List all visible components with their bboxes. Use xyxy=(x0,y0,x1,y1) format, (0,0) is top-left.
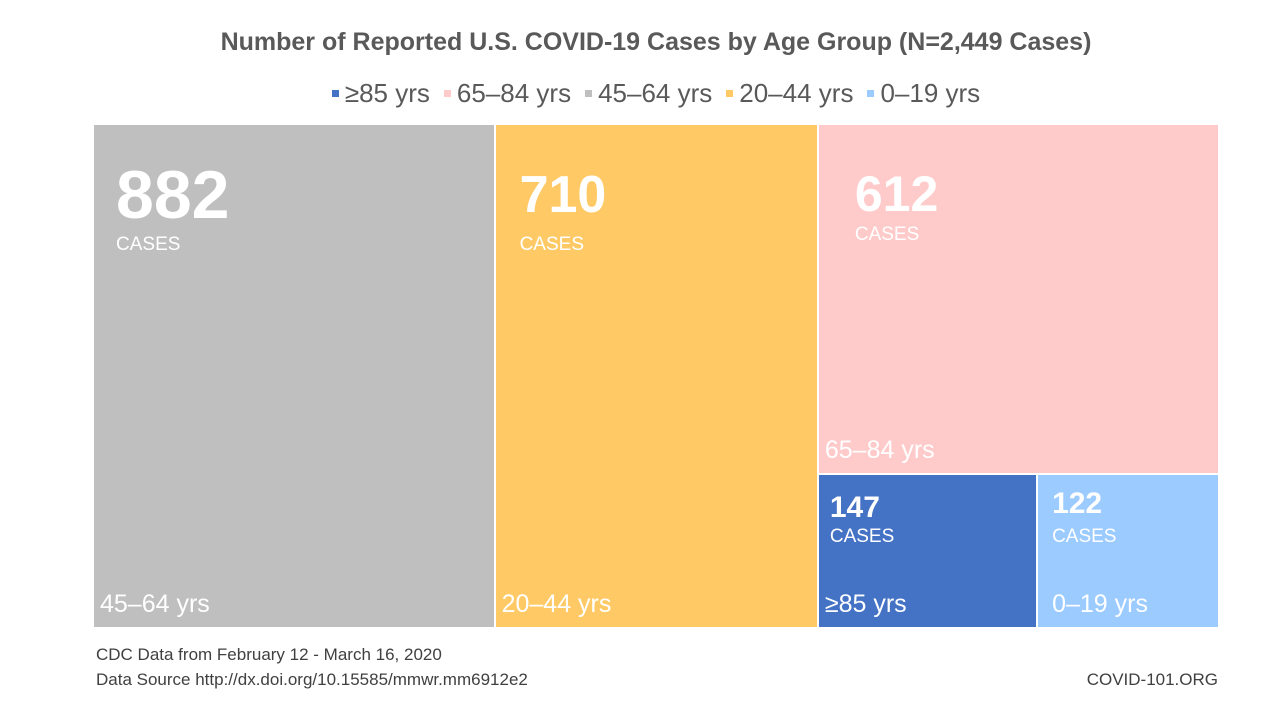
legend-label: 65–84 yrs xyxy=(456,78,572,108)
legend-label: ≥85 yrs xyxy=(344,78,430,108)
tile-value: 710 xyxy=(519,166,607,224)
tile-unit-label: CASES xyxy=(519,234,584,255)
treemap: 882 CASES 45–64 yrs 710 CASES 20–44 yrs … xyxy=(93,124,1219,628)
legend-swatch xyxy=(443,90,451,97)
tile-20-44: 710 CASES 20–44 yrs xyxy=(494,124,818,628)
tile-unit-label: CASES xyxy=(829,526,895,548)
legend-swatch xyxy=(726,90,734,97)
legend-swatch xyxy=(867,90,875,97)
legend-swatch xyxy=(331,90,339,97)
tile-0-19: 122 CASES 0–19 yrs xyxy=(1037,474,1219,628)
tile-unit-label: CASES xyxy=(854,224,920,245)
tile-group-label: 45–64 yrs xyxy=(100,590,210,618)
tile-group-label: 20–44 yrs xyxy=(501,590,612,618)
legend-swatch xyxy=(585,90,593,97)
tile-65-84: 612 CASES 65–84 yrs xyxy=(817,124,1219,475)
tile-group-label: 0–19 yrs xyxy=(1052,589,1148,618)
tile-85-plus: 147 CASES ≥85 yrs xyxy=(817,474,1038,628)
legend-item-0-19: 0–19 yrs xyxy=(867,78,980,109)
legend-label: 45–64 yrs xyxy=(598,78,713,108)
tile-group-label: ≥85 yrs xyxy=(824,589,907,618)
site-credit: COVID-101.ORG xyxy=(1086,670,1218,689)
legend-item-85-plus: ≥85 yrs xyxy=(331,78,430,109)
tile-value: 612 xyxy=(854,166,939,222)
chart-legend: ≥85 yrs 65–84 yrs 45–64 yrs 20–44 yrs 0–… xyxy=(0,78,1280,109)
tile-value: 882 xyxy=(116,157,230,233)
legend-label: 20–44 yrs xyxy=(739,78,854,108)
legend-item-45-64: 45–64 yrs xyxy=(585,78,712,109)
tile-value: 122 xyxy=(1052,487,1103,521)
legend-label: 0–19 yrs xyxy=(880,78,981,108)
tile-unit-label: CASES xyxy=(1052,526,1117,548)
tile-unit-label: CASES xyxy=(116,234,181,255)
tile-45-64: 882 CASES 45–64 yrs xyxy=(93,124,495,628)
source-date-range: CDC Data from February 12 - March 16, 20… xyxy=(96,645,442,664)
legend-item-20-44: 20–44 yrs xyxy=(726,78,853,109)
tile-group-label: 65–84 yrs xyxy=(824,436,935,465)
source-citation: Data Source http://dx.doi.org/10.15585/m… xyxy=(96,670,528,689)
legend-item-65-84: 65–84 yrs xyxy=(443,78,572,109)
tile-value: 147 xyxy=(829,491,880,525)
chart-title: Number of Reported U.S. COVID-19 Cases b… xyxy=(220,28,1092,56)
